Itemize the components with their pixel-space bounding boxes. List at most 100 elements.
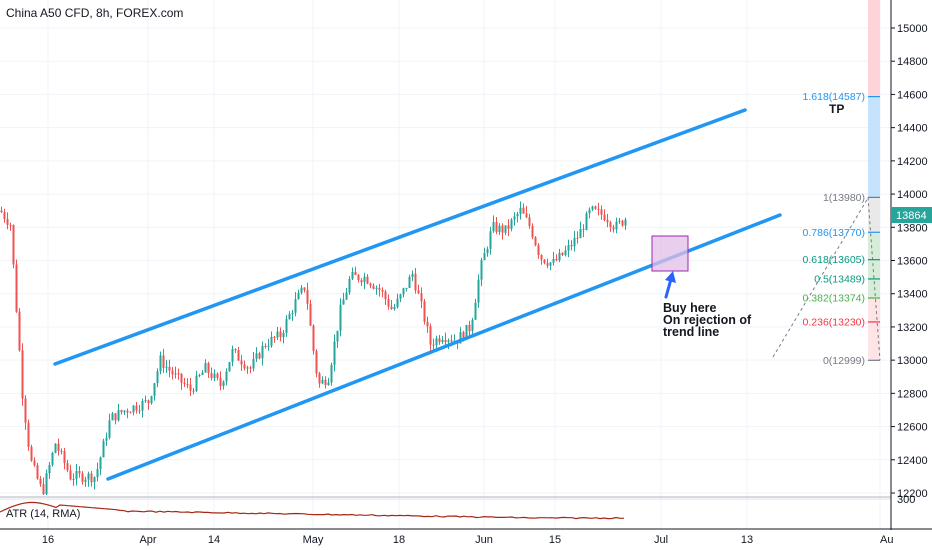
candle-body [6, 218, 9, 225]
candle-body [420, 293, 423, 302]
candle-body [15, 264, 18, 312]
candle-body [81, 473, 84, 482]
candle-body [414, 273, 417, 291]
candle-body [285, 319, 288, 333]
candle-body [339, 304, 342, 331]
last-price-label: 13864 [891, 207, 932, 223]
candle-body [531, 225, 534, 238]
candle-body [168, 366, 171, 371]
price-tick-label: 13800 [897, 222, 928, 234]
candle-body [504, 225, 507, 233]
candle-body [231, 349, 234, 363]
candle-body [12, 225, 15, 265]
candle-body [261, 345, 264, 359]
candle-body [21, 350, 24, 399]
price-tick-label: 13400 [897, 289, 928, 301]
candle-body [321, 379, 324, 384]
atr-line [0, 501, 625, 520]
candle-body [78, 470, 81, 474]
candle-body [600, 209, 603, 215]
candle-body [474, 302, 477, 320]
candle-body [318, 373, 321, 384]
candle-body [363, 276, 366, 283]
candle-body [348, 278, 351, 293]
time-axis[interactable]: 16 Apr 14 May 18 Jun 15 Jul 13 Au [42, 534, 894, 546]
candle-body [33, 460, 36, 466]
candle-body [141, 401, 144, 411]
candle-body [189, 384, 192, 391]
price-axis[interactable]: 15000 14800 14600 14400 14200 14000 13800 13600… [891, 23, 928, 500]
candle-body [408, 276, 411, 288]
candle-body [351, 271, 354, 279]
candle-body [276, 331, 279, 338]
fib-band-top [868, 0, 880, 97]
candle-body [573, 237, 576, 247]
candle-body [234, 349, 237, 351]
candle-body [594, 206, 597, 209]
candle-body [75, 470, 78, 480]
candle-body [309, 303, 312, 326]
candle-body [3, 212, 6, 219]
candle-body [51, 452, 54, 465]
candle-body [405, 287, 408, 289]
candle-body [225, 371, 228, 382]
candle-body [462, 332, 465, 340]
buy-zone-rectangle[interactable] [651, 235, 689, 272]
candle-body [90, 473, 93, 483]
chart-title: China A50 CFD, 8h, FOREX.com [6, 6, 183, 20]
candle-body [369, 283, 372, 286]
fib-level-label: 0(12999) [823, 355, 865, 367]
candle-body [18, 311, 21, 351]
candle-body [129, 412, 132, 414]
candle-body [540, 255, 543, 260]
candle-body [270, 336, 273, 346]
candle-body [510, 219, 513, 229]
candle-body [579, 229, 582, 239]
fib-trend-line [772, 197, 869, 358]
candle-body [336, 330, 339, 342]
candle-body [210, 373, 213, 379]
candle-body [84, 479, 87, 482]
candle-body [315, 350, 318, 374]
candle-body [525, 213, 528, 218]
time-tick-label: Jul [654, 534, 668, 546]
buy-arrow[interactable] [664, 271, 676, 299]
tp-label: TP [829, 102, 844, 116]
candle-body [195, 375, 198, 391]
candle-body [297, 292, 300, 300]
candle-body [507, 225, 510, 229]
candle-body [273, 336, 276, 338]
time-tick-label: Au [880, 534, 893, 546]
candle-body [501, 225, 504, 233]
candle-body [249, 367, 252, 369]
candle-body [564, 250, 567, 256]
candle-body [489, 231, 492, 249]
fib-retracement[interactable]: 1.618(14587) 1(13980) 0.786(13770) 0.618(13… [772, 0, 881, 367]
candle-body [378, 287, 381, 290]
candle-body [99, 457, 102, 470]
candle-body [207, 363, 210, 374]
channel-upper-line[interactable] [53, 108, 747, 366]
candle-body [609, 222, 612, 228]
candle-body [111, 413, 114, 421]
candle-body [426, 321, 429, 327]
candle-body [264, 345, 267, 347]
candle-body [204, 363, 207, 373]
buy-note-line-1: Buy here [663, 301, 717, 315]
fib-level-label: 0.382(13374) [803, 293, 865, 305]
candle-body [159, 355, 162, 372]
candle-body [516, 213, 519, 217]
candle-body [549, 262, 552, 266]
candle-body [300, 287, 303, 293]
candle-body [246, 367, 249, 369]
candle-body [534, 237, 537, 246]
candle-body [603, 214, 606, 221]
price-tick-label: 13600 [897, 256, 928, 268]
candle-body [567, 245, 570, 251]
candle-body [528, 217, 531, 226]
candle-body [546, 263, 549, 266]
candle-body [69, 470, 72, 480]
candle-body [483, 253, 486, 261]
candle-body [330, 364, 333, 383]
